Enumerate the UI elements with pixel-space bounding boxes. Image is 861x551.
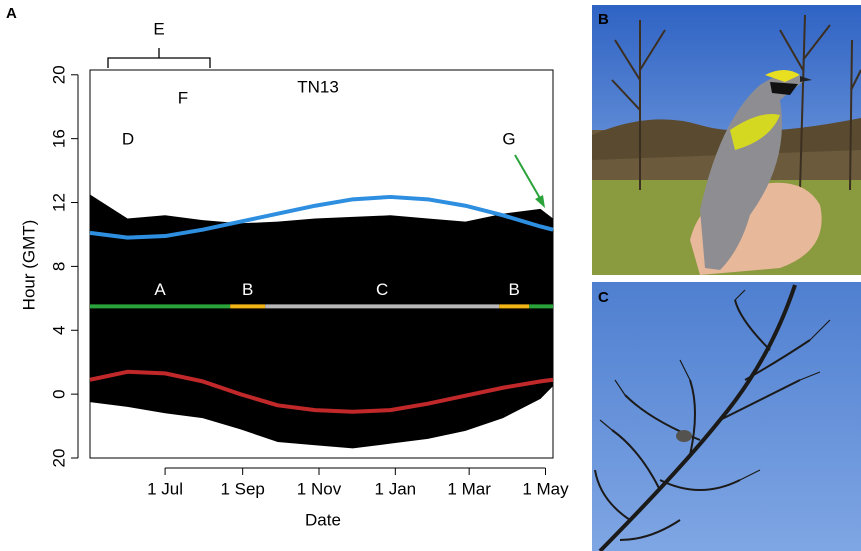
arrow: [514, 154, 545, 208]
phase-label: A: [154, 280, 166, 299]
photo-label: B: [598, 11, 609, 28]
phase-label: B: [242, 280, 253, 299]
x-tick-label: 1 Jul: [147, 479, 183, 498]
phase-label: C: [376, 280, 388, 299]
photo-label: C: [598, 289, 609, 306]
y-tick-label: 16: [49, 129, 68, 148]
y-tick-label: 20: [49, 65, 68, 84]
bracket: [107, 48, 211, 68]
x-tick-label: 1 Jan: [375, 479, 417, 498]
photo-b: B: [592, 5, 861, 275]
annotation: G: [502, 129, 515, 148]
photo-c: C: [592, 282, 861, 551]
annotation: D: [122, 129, 134, 148]
plot-frame: [89, 69, 554, 459]
line: [89, 194, 554, 240]
x-axis-label: Date: [305, 510, 341, 529]
y-tick-label: 20: [49, 449, 68, 468]
y-tick-label: 12: [49, 193, 68, 212]
panel-label: A: [6, 5, 17, 22]
annotation: F: [178, 88, 188, 107]
phase-label: B: [509, 280, 520, 299]
x-tick-label: 1 May: [522, 479, 569, 498]
plot: [89, 69, 554, 459]
x-tick-label: 1 Sep: [220, 479, 264, 498]
annotation: E: [153, 19, 164, 38]
line: [89, 369, 554, 414]
chart-title: TN13: [297, 77, 339, 96]
x-tick-label: 1 Nov: [297, 479, 342, 498]
y-tick-label: 8: [49, 262, 68, 271]
x-tick-label: 1 Mar: [447, 479, 491, 498]
y-tick-label: 4: [49, 326, 68, 335]
y-axis-label: Hour (GMT): [19, 220, 38, 311]
y-tick-label: 0: [49, 389, 68, 398]
activity-area: [90, 194, 553, 449]
